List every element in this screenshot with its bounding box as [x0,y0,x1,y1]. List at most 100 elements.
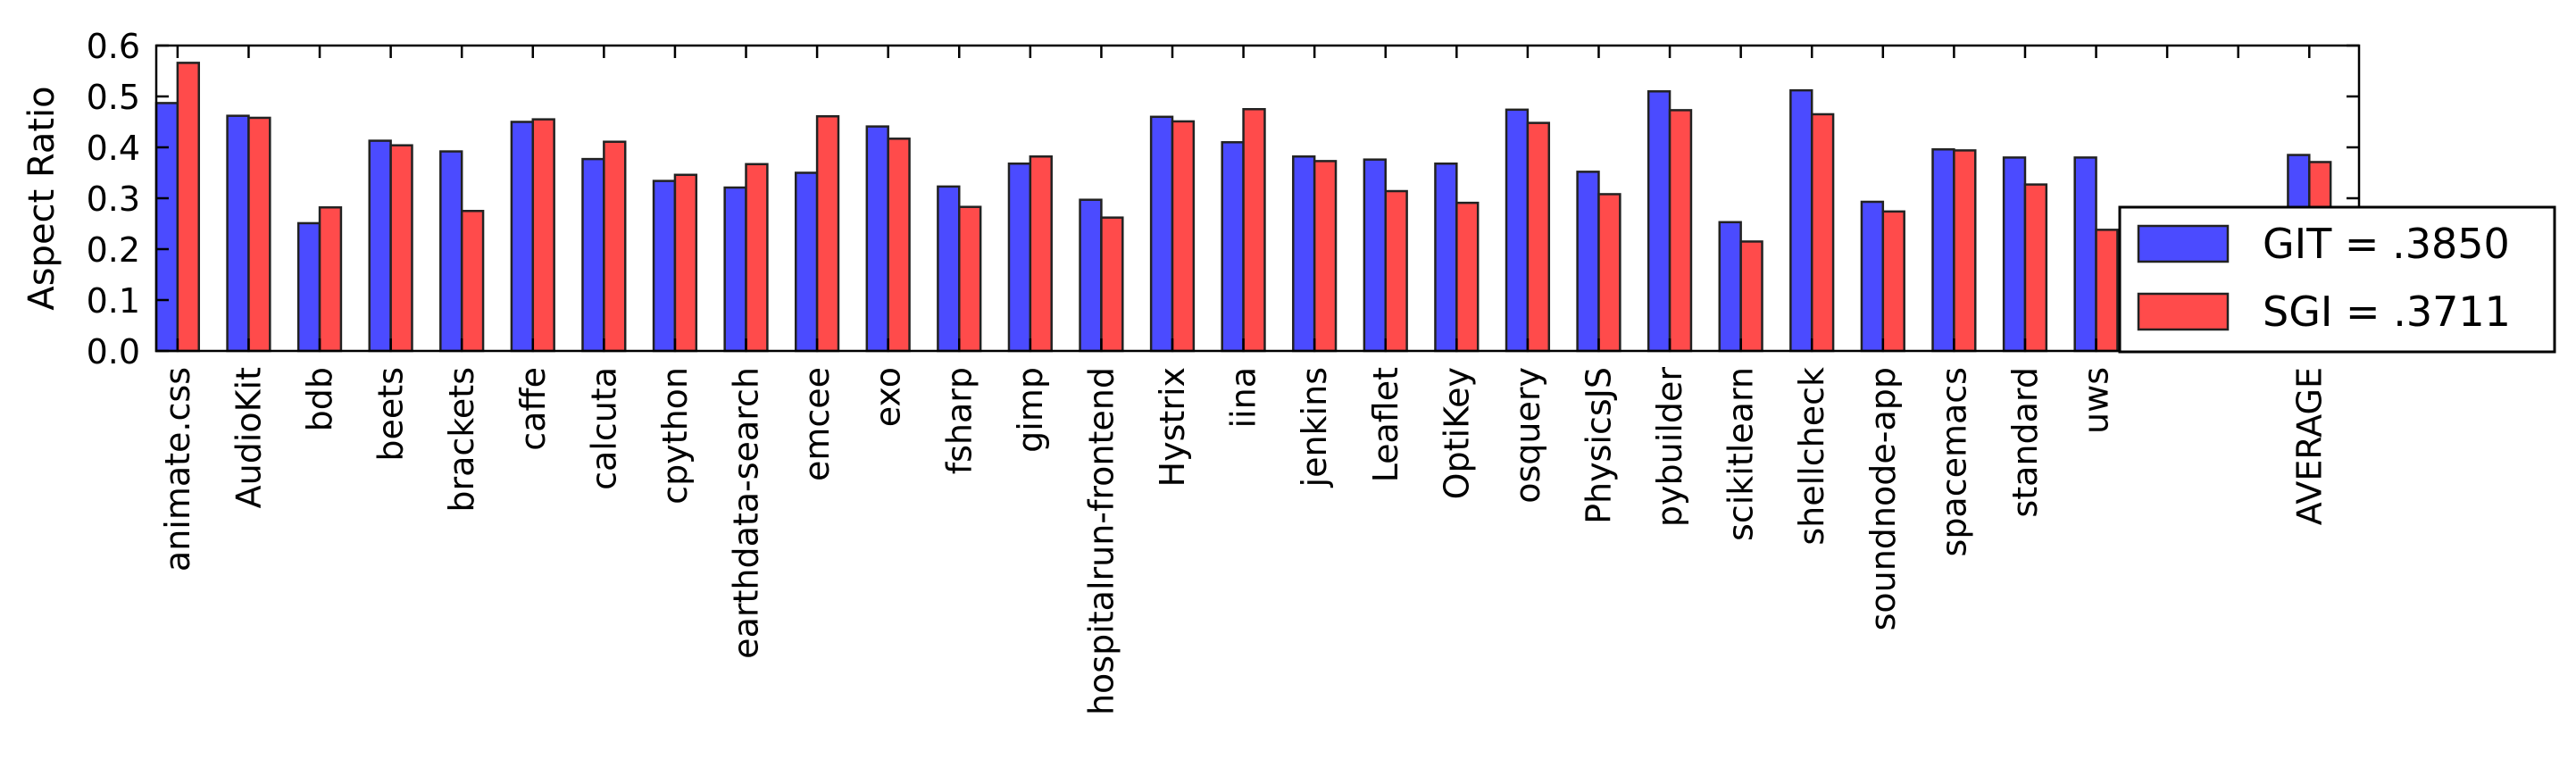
bar-git-uws [2073,156,2097,353]
bar-git-beets [368,139,392,353]
x-tick-label: brackets [442,367,481,513]
bar-git-cpython [652,179,677,353]
bar-sgi-hospitalrun-frontend [1100,216,1124,353]
bar-sgi-pybuilder [1668,109,1693,353]
bar-git-scikitlearn [1718,221,1742,353]
legend-label-sgi: SGI = .3711 [2263,288,2511,336]
bar-git-iina [1221,141,1245,353]
bar-git-hospitalrun-frontend [1079,198,1103,353]
bar-sgi-cpython [673,173,698,353]
bar-sgi-emcee [815,114,840,353]
bar-sgi-shellcheck [1810,113,1835,353]
bar-sgi-osquery [1526,121,1551,353]
x-tick-label: standard [2005,367,2045,518]
bar-sgi-brackets [460,210,485,353]
bar-sgi-hystrix [1171,120,1196,353]
x-tick-label: bdb [300,367,339,431]
tick-labels-layer: 0.0 0.1 0.2 0.3 0.4 0.5 0.6 animate.css AudioKit… [87,27,2330,715]
x-tick-label: beets [371,367,411,462]
bar-git-caffe [510,121,535,353]
x-tick-label: fsharp [939,367,979,474]
x-tick-label: AVERAGE [2289,367,2329,525]
bar-git-pybuilder [1646,90,1671,353]
bar-git-optikey [1434,162,1458,353]
x-tick-label: PhysicsJS [1579,367,1618,524]
bar-sgi-physicsjs [1597,193,1621,353]
bar-git-exo [865,125,889,353]
x-tick-label: iina [1224,367,1263,429]
y-tick-label: 0.3 [87,179,140,219]
legend: GIT = .3850 SGI = .3711 [2118,205,2556,354]
bar-sgi-audiokit [247,116,271,353]
y-axis-label: Aspect Ratio [21,86,63,310]
x-tick-label: exo [869,367,908,427]
x-tick-label: uws [2077,367,2116,434]
bar-sgi-caffe [531,118,555,353]
x-tick-label: shellcheck [1792,367,1831,546]
x-tick-label: calcuta [584,367,623,490]
x-tick-label: osquery [1508,367,1547,504]
x-tick-label: soundnode-app [1863,367,1903,630]
bar-sgi-standard [2023,183,2048,353]
bar-sgi-iina [1242,108,1266,353]
bar-git-osquery [1505,108,1530,353]
bar-sgi-exo [887,138,911,353]
y-tick-label: 0.6 [87,27,140,66]
legend-swatch-git [2137,224,2230,263]
x-tick-label: emcee [797,367,837,481]
bar-git-leaflet [1363,158,1387,353]
bar-sgi-earthdata-search [745,163,769,353]
bar-git-hystrix [1149,115,1174,353]
bar-sgi-beets [389,144,413,353]
bar-git-shellcheck [1789,88,1813,353]
x-tick-label: hospitalrun-frontend [1081,367,1121,715]
bar-git-fsharp [937,185,961,353]
bar-sgi-scikitlearn [1739,240,1763,353]
bar-git-earthdata-search [723,186,747,353]
x-tick-label: spacemacs [1934,367,1973,556]
bar-sgi-leaflet [1384,189,1408,353]
bar-sgi-uws [2095,229,2119,353]
bar-git-brackets [439,150,463,353]
bar-sgi-fsharp [958,205,982,353]
x-tick-label: AudioKit [229,367,268,508]
legend-label-git: GIT = .3850 [2263,220,2510,268]
x-tick-label: Hystrix [1153,367,1192,487]
x-tick-label: jenkins [1295,367,1334,488]
bar-git-physicsjs [1576,171,1600,353]
bar-git-soundnode-app [1860,200,1885,353]
bar-sgi-animate.css [176,62,200,353]
bar-git-emcee [794,171,819,353]
y-tick-label: 0.4 [87,129,140,168]
bar-sgi-gimp [1029,155,1053,353]
x-tick-label: scikitlearn [1722,367,1761,541]
bar-git-spacemacs [1931,148,1955,353]
bar-git-gimp [1007,162,1032,353]
bar-sgi-jenkins [1313,160,1338,353]
y-tick-label: 0.5 [87,78,140,117]
x-tick-label: caffe [513,367,553,451]
bar-git-calcuta [581,157,605,353]
x-tick-label: Leaflet [1366,367,1405,482]
legend-swatch-sgi [2137,292,2230,331]
x-tick-label: animate.css [158,367,197,572]
bar-sgi-bdb [318,206,343,353]
bar-git-standard [2002,156,2027,353]
bar-git-audiokit [226,114,250,353]
bar-sgi-spacemacs [1953,149,1977,353]
bar-git-animate.css [154,102,179,353]
bars-layer [154,62,2332,353]
y-tick-label: 0.1 [87,281,140,321]
y-tick-label: 0.2 [87,230,140,270]
bar-sgi-calcuta [603,140,627,353]
x-tick-label: gimp [1011,367,1050,453]
bar-git-jenkins [1292,155,1316,353]
x-tick-label: cpython [655,367,695,505]
x-tick-label: OptiKey [1437,367,1476,499]
y-tick-label: 0.0 [87,332,140,371]
bar-sgi-optikey [1455,201,1480,353]
bar-sgi-soundnode-app [1881,210,1905,353]
bar-git-bdb [296,221,321,353]
x-tick-label: pybuilder [1650,367,1689,527]
